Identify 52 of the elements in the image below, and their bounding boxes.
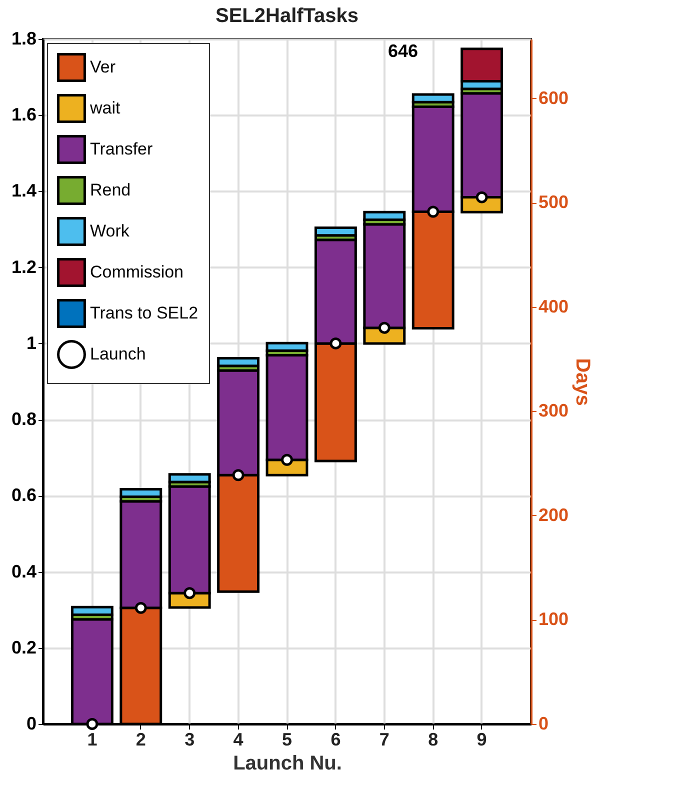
bar — [120, 488, 162, 498]
point — [378, 322, 390, 334]
x-tick-label: 5 — [282, 730, 292, 750]
x-tick-label: 2 — [136, 730, 146, 750]
y-tick-label: 0 — [26, 714, 36, 734]
x-tick-label: 3 — [184, 730, 195, 750]
x-tick-label: 6 — [330, 730, 341, 750]
legend-label: Rend — [90, 180, 131, 200]
x-tick-label: 4 — [233, 730, 244, 750]
point — [476, 191, 488, 204]
y-tick-label: 0.2 — [11, 637, 36, 658]
legend-label: Work — [90, 222, 130, 240]
point — [281, 454, 293, 466]
point — [184, 587, 196, 600]
y-tick-label: 0.6 — [11, 485, 36, 506]
y-tick-label: 0.8 — [11, 409, 36, 430]
legend-label: Launch — [90, 344, 146, 364]
y-tick-label: 1 — [26, 332, 36, 353]
legend-label: Trans to SEL2 — [90, 304, 198, 322]
point — [86, 718, 98, 730]
x-tick-label: 1 — [87, 730, 98, 750]
bar — [363, 210, 406, 222]
bar — [70, 606, 114, 616]
x-tick-label: 7 — [379, 730, 390, 750]
y-tick-label: 1.6 — [11, 104, 36, 125]
y2-tick-label: 300 — [538, 400, 569, 421]
y-tick-label: 1.8 — [11, 28, 36, 48]
legend-label: Transfer — [90, 140, 153, 158]
y2-axis-title: Days — [572, 358, 594, 406]
chart-title: SEL2HalfTasks — [215, 5, 359, 27]
bar — [314, 226, 357, 237]
legend-label: wait — [89, 98, 121, 118]
legend-label: Commission — [90, 262, 184, 282]
y2-tick-label: 100 — [538, 609, 569, 630]
x-tick-label: 8 — [428, 730, 438, 750]
point — [134, 602, 147, 614]
y2-tick-label: 600 — [538, 88, 569, 108]
y2-tick-label: 400 — [538, 296, 569, 316]
point — [427, 206, 440, 218]
point — [330, 337, 342, 350]
x-axis-title: Launch Nu. — [233, 752, 342, 774]
annotation: 646 — [388, 41, 418, 61]
legend-label: Ver — [90, 58, 116, 76]
y-tick-label: 0.4 — [11, 561, 36, 582]
point — [232, 469, 244, 482]
x-tick-label: 9 — [476, 730, 487, 750]
bar — [217, 357, 260, 368]
y2-tick-label: 500 — [538, 192, 569, 212]
y-tick-label: 1.4 — [11, 180, 36, 201]
y-tick-label: 1.2 — [11, 256, 36, 277]
y2-tick-label: 200 — [538, 504, 569, 525]
y2-tick-label: 0 — [538, 714, 549, 734]
